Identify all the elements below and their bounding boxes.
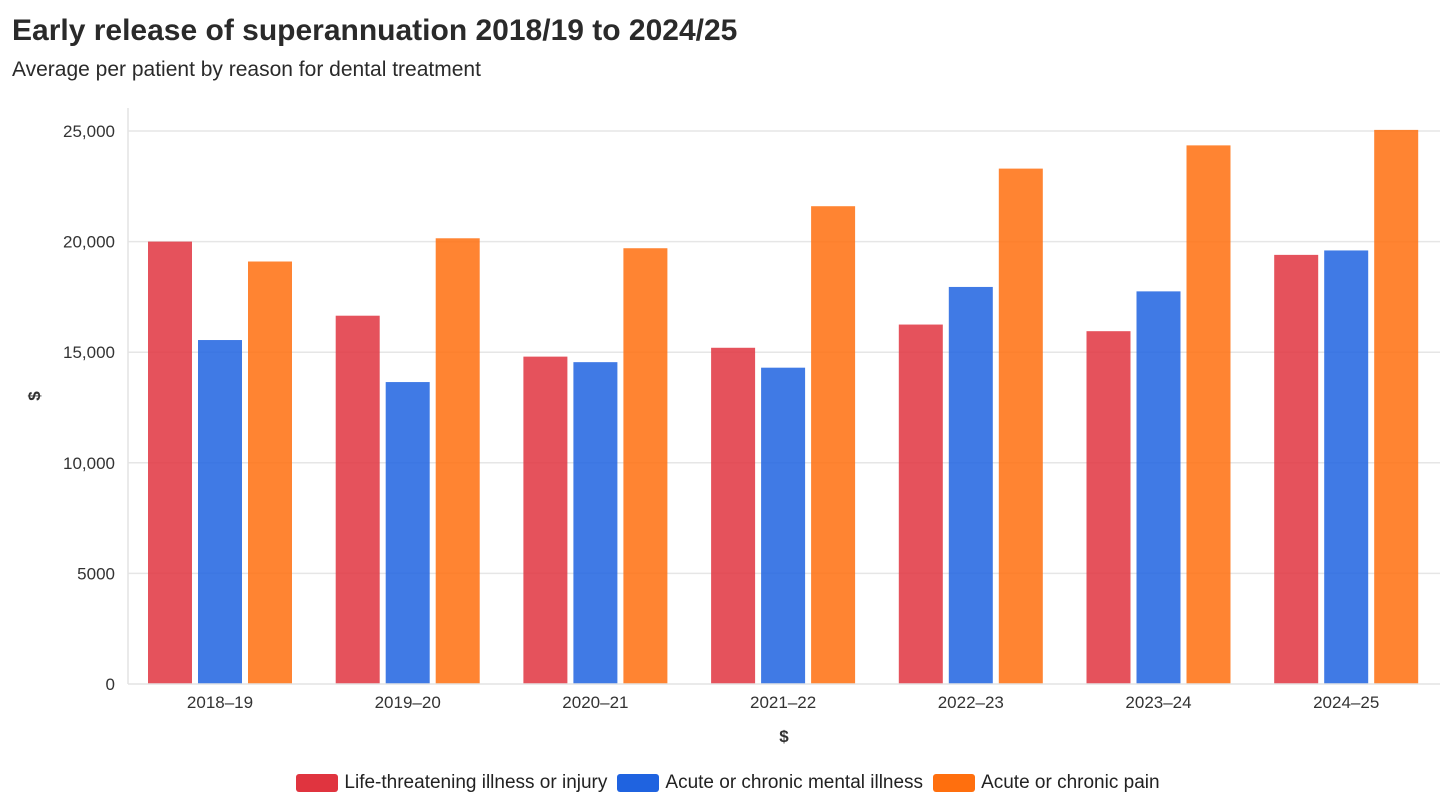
bar-1-2019–20[interactable] — [335, 315, 380, 684]
bar-1-2023–24[interactable] — [1086, 331, 1131, 684]
legend-swatch — [617, 774, 660, 792]
bar-2-2023–24[interactable] — [1136, 291, 1181, 684]
x-tick-label: 2019–20 — [375, 693, 441, 712]
y-tick-label: 20,000 — [63, 233, 115, 252]
bar-3-2023–24[interactable] — [1186, 145, 1231, 685]
bar-3-2022–23[interactable] — [998, 168, 1043, 684]
bar-3-2018–19[interactable] — [248, 261, 292, 684]
x-axis-title: $ — [779, 727, 789, 746]
bar-3-2021–22[interactable] — [811, 206, 856, 684]
y-axis-title: $ — [25, 391, 44, 401]
chart-title: Early release of superannuation 2018/19 … — [12, 14, 738, 47]
bar-2-2020–21[interactable] — [573, 362, 618, 684]
bar-2-2018–19[interactable] — [198, 340, 242, 684]
x-tick-label: 2024–25 — [1313, 693, 1379, 712]
bar-3-2019–20[interactable] — [435, 238, 480, 685]
x-tick-label: 2023–24 — [1125, 693, 1191, 712]
legend-label: Life-threatening illness or injury — [344, 772, 608, 793]
y-tick-label: 15,000 — [63, 343, 115, 362]
legend-label: Acute or chronic mental illness — [665, 772, 924, 793]
y-axis-ticks: 0 5000 10,000 15,000 20,000 25,000 — [63, 122, 115, 694]
x-axis-ticks: 2018–19 2019–20 2020–21 2021–22 2022–23 2023–… — [187, 693, 1379, 712]
legend-swatch — [933, 774, 976, 792]
legend: Life-threatening illness or injury Acute … — [0, 772, 1456, 794]
bars — [148, 129, 1419, 685]
bar-2-2019–20[interactable] — [385, 382, 430, 684]
legend-item-3[interactable]: Acute or chronic pain — [933, 772, 1160, 794]
bar-2-2022–23[interactable] — [948, 286, 993, 684]
bar-3-2024–25[interactable] — [1374, 129, 1419, 685]
x-tick-label: 2022–23 — [938, 693, 1004, 712]
x-tick-label: 2018–19 — [187, 693, 253, 712]
bar-1-2020–21[interactable] — [523, 356, 568, 684]
bar-2-2021–22[interactable] — [761, 367, 806, 684]
bar-1-2018–19[interactable] — [148, 241, 192, 684]
bar-1-2024–25[interactable] — [1274, 254, 1319, 684]
legend-label: Acute or chronic pain — [981, 772, 1160, 793]
chart-subtitle: Average per patient by reason for dental… — [12, 58, 481, 81]
y-tick-label: 10,000 — [63, 454, 115, 473]
legend-swatch — [296, 774, 339, 792]
y-tick-label: 25,000 — [63, 122, 115, 141]
legend-item-1[interactable]: Life-threatening illness or injury — [296, 772, 607, 794]
x-tick-label: 2020–21 — [562, 693, 628, 712]
bar-2-2024–25[interactable] — [1324, 250, 1369, 684]
y-tick-label: 5000 — [77, 564, 115, 583]
bar-1-2021–22[interactable] — [711, 347, 756, 684]
y-tick-label: 0 — [106, 675, 115, 694]
x-tick-label: 2021–22 — [750, 693, 816, 712]
bar-1-2022–23[interactable] — [898, 324, 943, 684]
legend-item-2[interactable]: Acute or chronic mental illness — [617, 772, 923, 794]
bar-3-2020–21[interactable] — [623, 248, 668, 684]
